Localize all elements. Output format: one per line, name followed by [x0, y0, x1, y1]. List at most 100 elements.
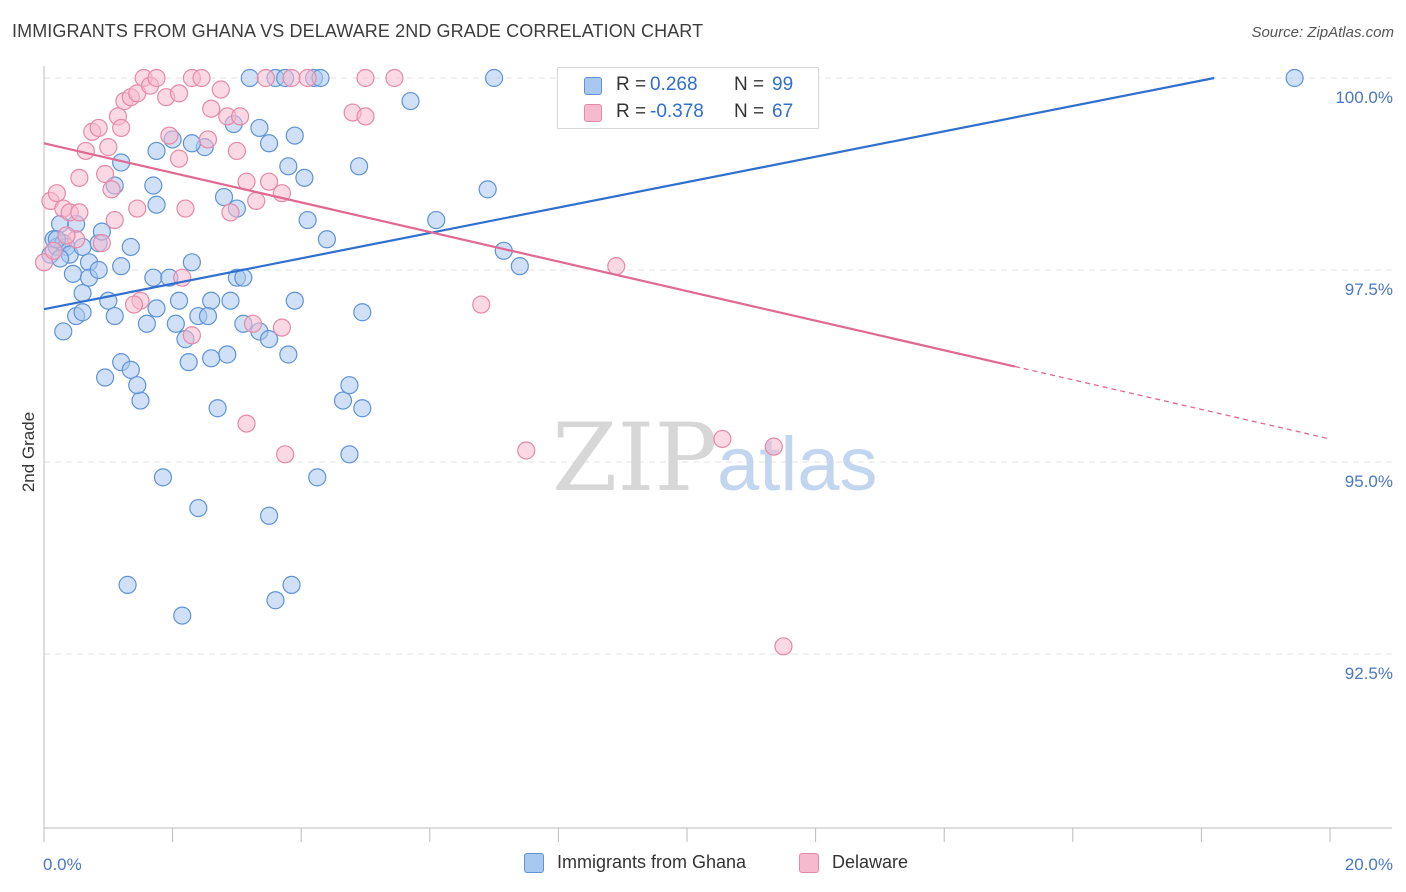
delaware-point	[47, 184, 66, 203]
ghana-point	[95, 368, 115, 387]
n-label: N =	[734, 101, 765, 122]
ghana-point	[240, 68, 259, 88]
points-layer	[34, 68, 1304, 656]
ghana-point	[308, 468, 327, 487]
r-label: R =	[616, 74, 647, 95]
ghana-point	[478, 180, 497, 199]
ghana-point	[353, 399, 372, 418]
delaware-point	[95, 164, 115, 184]
ghana-point	[202, 291, 221, 310]
ghana-point	[118, 575, 137, 594]
delaware-point	[774, 637, 793, 656]
grid-layer	[44, 77, 1392, 655]
n-value: 67	[772, 101, 794, 122]
ghana-point	[218, 345, 237, 364]
delaware-point	[385, 68, 404, 88]
legend-label: Immigrants from Ghana	[557, 852, 747, 872]
delaware-point	[227, 141, 246, 161]
series-legend: Immigrants from Ghana Delaware	[0, 852, 1406, 878]
ghana-point	[169, 291, 189, 310]
delaware-point	[276, 445, 295, 464]
ghana-point	[147, 141, 166, 161]
delaware-point	[89, 118, 108, 138]
delaware-point	[192, 68, 211, 88]
ghana-point	[295, 168, 314, 187]
delaware-point	[147, 68, 166, 88]
delaware-point	[198, 130, 218, 149]
delaware-point	[607, 257, 626, 276]
delaware-swatch	[584, 104, 602, 122]
delaware-point	[99, 138, 118, 157]
ghana-point	[63, 264, 83, 283]
ghana-point	[340, 376, 359, 395]
r-value: 0.268	[650, 74, 698, 95]
y-tick-label: 97.5%	[1345, 280, 1393, 299]
y-tick-label: 92.5%	[1345, 664, 1393, 683]
delaware-trend-extrapolation	[1014, 365, 1331, 440]
n-value: 99	[772, 74, 794, 95]
delaware-point	[211, 80, 230, 99]
ghana-point	[128, 376, 147, 395]
correlation-legend: R = 0.268 N = 99 R = -0.378 N = 67	[557, 67, 819, 129]
ghana-point	[182, 134, 201, 153]
delaware-point	[221, 203, 240, 222]
ghana-point	[73, 303, 92, 322]
ghana-point	[179, 353, 198, 372]
delaware-point	[713, 429, 732, 449]
delaware-point	[70, 203, 89, 222]
ghana-point	[349, 157, 369, 176]
delaware-point	[182, 326, 201, 345]
ghana-point	[214, 187, 234, 207]
watermark-atlas: atlas	[717, 422, 878, 507]
label-layer: 100.0% 97.5% 95.0% 92.5% 0.0% 20.0% 2nd Grade	[19, 88, 1393, 874]
delaware-point	[169, 149, 189, 168]
ghana-point	[54, 322, 73, 341]
delaware-point	[231, 107, 250, 126]
ghana-point	[112, 257, 131, 276]
y-tick-label: 100.0%	[1335, 88, 1393, 107]
delaware-point	[272, 318, 292, 337]
delaware-point	[517, 441, 536, 460]
delaware-point	[356, 107, 375, 126]
delaware-point	[112, 118, 131, 138]
ghana-point	[73, 283, 92, 303]
ghana-point	[131, 391, 150, 410]
n-label: N =	[734, 74, 765, 95]
delaware-point	[202, 99, 221, 118]
ghana-point	[182, 253, 201, 272]
y-tick-label: 95.0%	[1345, 472, 1393, 491]
ghana-point	[189, 498, 208, 518]
ghana-point	[144, 268, 163, 287]
r-value: -0.378	[650, 101, 704, 122]
delaware-point	[169, 84, 189, 103]
delaware-point	[128, 199, 147, 218]
delaware-point	[243, 314, 263, 333]
legend-label: Delaware	[832, 852, 909, 872]
delaware-point	[105, 210, 124, 230]
delaware-point	[124, 295, 144, 314]
delaware-point	[256, 68, 275, 88]
ghana-point	[89, 260, 108, 280]
delaware-point	[57, 226, 76, 245]
delaware-point	[259, 172, 279, 191]
delaware-point	[356, 68, 375, 88]
ghana-point	[353, 303, 372, 322]
ghana-point	[279, 157, 298, 176]
ghana-point	[259, 330, 279, 349]
source-credit: Source: ZipAtlas.com	[1251, 24, 1394, 41]
delaware-point	[92, 234, 111, 253]
delaware-swatch	[799, 853, 819, 873]
ghana-point	[137, 314, 156, 333]
watermark: ZIP atlas	[552, 404, 878, 513]
ghana-point	[147, 299, 166, 318]
chart-title: IMMIGRANTS FROM GHANA VS DELAWARE 2ND GR…	[12, 21, 704, 41]
ghana-point	[333, 391, 353, 410]
delaware-point	[282, 68, 301, 88]
ghana-point	[401, 91, 420, 111]
ghana-point	[282, 575, 301, 594]
delaware-point	[70, 168, 89, 187]
delaware-point	[764, 437, 783, 456]
ghana-swatch	[584, 77, 602, 95]
ghana-point	[121, 360, 140, 379]
